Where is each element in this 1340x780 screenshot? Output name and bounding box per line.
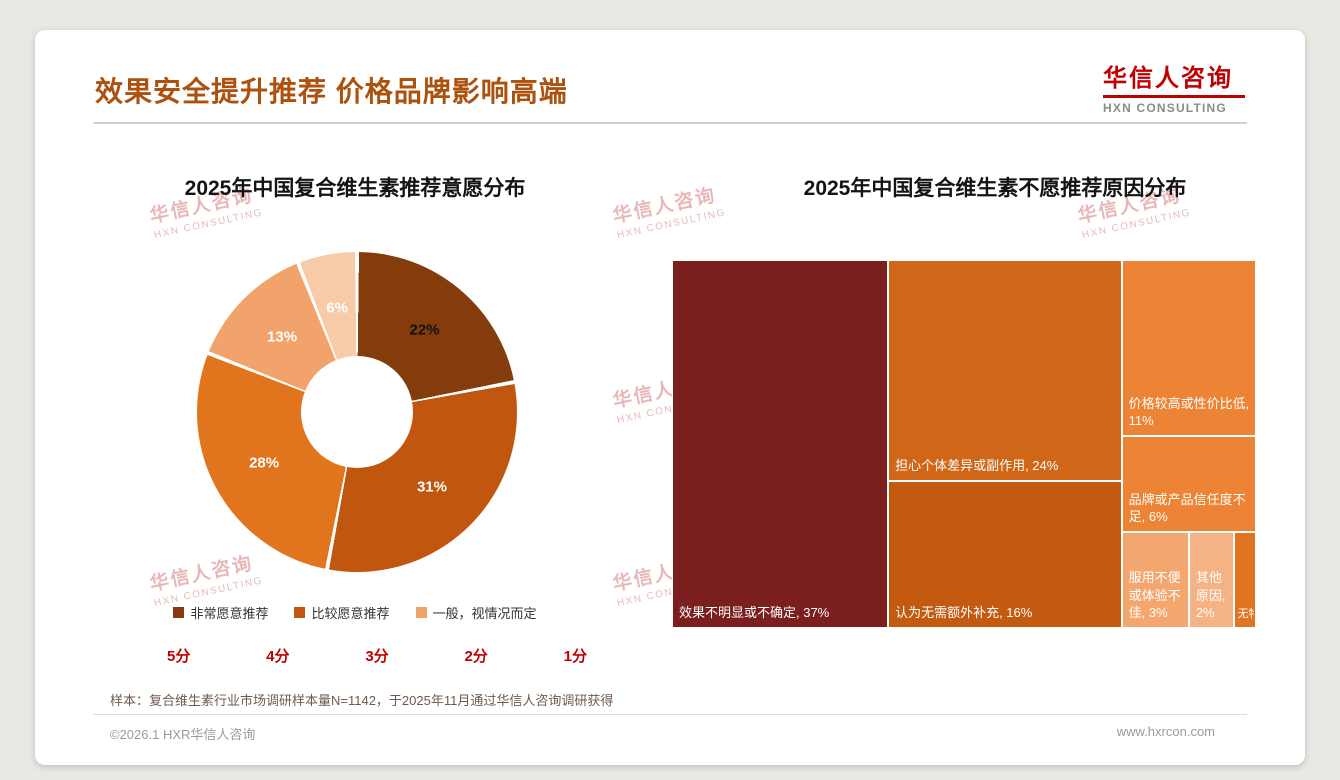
treemap-block: 其他原因, 2%: [1188, 532, 1234, 628]
copyright-text: ©2026.1 HXR华信人咨询: [110, 727, 256, 742]
legend-item: 非常愿意推荐: [173, 603, 268, 622]
legend-label: 一般，视情况而定: [432, 606, 537, 621]
header-divider: [93, 122, 1247, 124]
treemap-chart: 效果不明显或不确定, 37% 担心个体差异或副作用, 24% 认为无需额外补充, 1…: [672, 260, 1256, 628]
logo-text: 华信人咨询: [1103, 65, 1233, 92]
company-logo: 华信人咨询 HXN CONSULTING: [1103, 58, 1245, 115]
legend-item: 比较愿意推荐: [294, 603, 390, 622]
treemap-block: 认为无需额外补充, 16%: [888, 480, 1122, 628]
score-axis: 5分 4分 3分 2分 1分: [167, 645, 587, 666]
score-label: 2分: [464, 648, 488, 665]
website-text: www.hxrcon.com: [1116, 724, 1215, 739]
page-footer: ©2026.1 HXR华信人咨询 www.hxrcon.com: [110, 724, 1215, 743]
legend-label: 非常愿意推荐: [190, 606, 269, 621]
treemap-block-label: 效果不明显或不确定, 37%: [679, 605, 830, 621]
donut-chart: 22% 31% 28% 13% 6%: [197, 252, 517, 572]
page-title: 效果安全提升推荐 价格品牌影响高端: [95, 76, 568, 107]
treemap-block: 效果不明显或不确定, 37%: [672, 260, 889, 628]
donut-slice-label: 6%: [326, 299, 348, 317]
score-label: 5分: [167, 648, 191, 665]
score-label: 4分: [266, 648, 290, 665]
report-slide: 华信人咨询 HXN CONSULTING 华信人咨询 HXN CONSULTING 华信…: [35, 30, 1305, 765]
treemap-block: 无特...: [1233, 532, 1256, 628]
score-label: 3分: [365, 648, 389, 665]
treemap-block-label: 认为无需额外补充, 16%: [895, 605, 1033, 621]
chart-legend: 非常愿意推荐 比较愿意推荐 一般，视情况而定: [75, 603, 635, 622]
treemap-block-label: 担心个体差异或副作用, 24%: [895, 458, 1059, 474]
legend-swatch: [415, 607, 427, 618]
treemap-block: 价格较高或性价比低, 11%: [1121, 260, 1256, 436]
footer-divider: [93, 714, 1247, 715]
legend-label: 比较愿意推荐: [311, 606, 390, 621]
logo-tagline: HXN CONSULTING: [1103, 101, 1227, 115]
sample-note: 样本：复合维生素行业市场调研样本量N=1142，于2025年11月通过华信人咨询…: [110, 693, 614, 708]
logo-divider: [1103, 95, 1245, 98]
legend-swatch: [173, 607, 185, 618]
treemap-block: 服用不便或体验不佳, 3%: [1121, 532, 1189, 628]
donut-hole: [301, 356, 413, 468]
treemap-block-label: 价格较高或性价比低, 11%: [1128, 395, 1250, 429]
donut-slice-label: 28%: [249, 454, 280, 472]
donut-slice-label: 13%: [267, 328, 298, 346]
donut-slice-label: 22%: [409, 321, 440, 339]
treemap-block-label: 服用不便或体验不佳, 3%: [1128, 570, 1181, 621]
score-label: 1分: [563, 648, 587, 665]
donut-chart-title: 2025年中国复合维生素推荐意愿分布: [184, 177, 526, 200]
treemap-block-label: 品牌或产品信任度不足, 6%: [1128, 491, 1246, 525]
treemap-block-label: 其他原因, 2%: [1195, 570, 1226, 621]
treemap-block: 担心个体差异或副作用, 24%: [888, 260, 1122, 481]
treemap-block-label: 无特...: [1237, 608, 1254, 621]
legend-swatch: [294, 607, 306, 618]
treemap-chart-title: 2025年中国复合维生素不愿推荐原因分布: [803, 177, 1187, 200]
treemap-block: 品牌或产品信任度不足, 6%: [1121, 436, 1256, 532]
donut-slice-label: 31%: [416, 478, 447, 496]
legend-item: 一般，视情况而定: [415, 603, 537, 622]
